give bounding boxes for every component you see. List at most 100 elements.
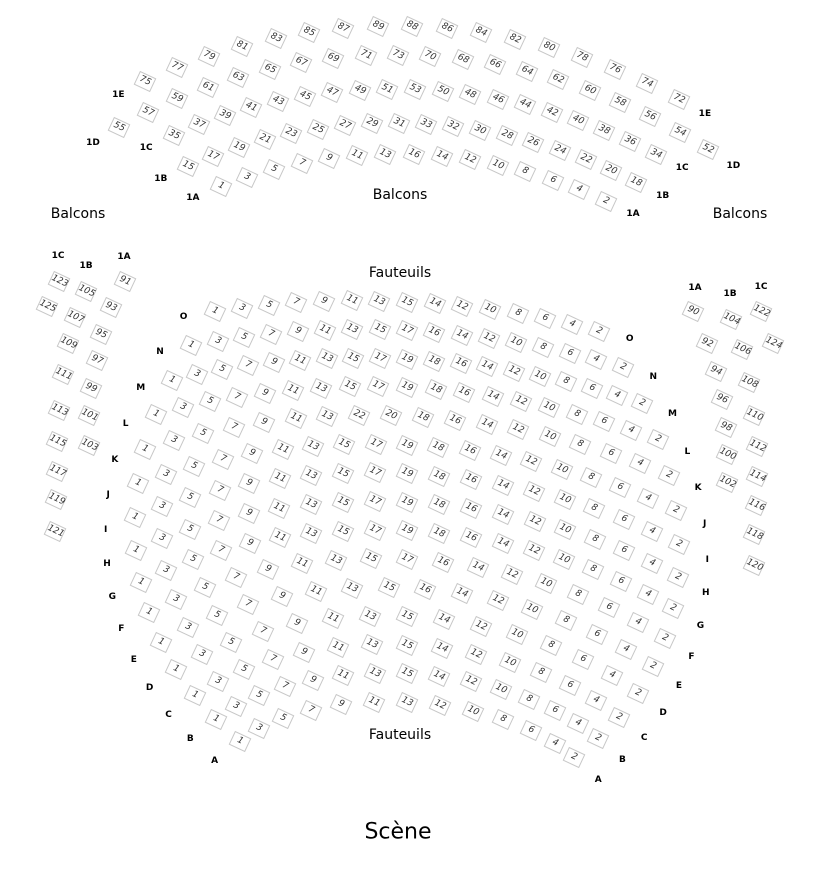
- fauteuils-seat-N-5[interactable]: 5: [232, 326, 256, 348]
- fauteuils-seat-I-13[interactable]: 13: [300, 464, 323, 487]
- fauteuils-seat-M-9[interactable]: 9: [262, 352, 286, 374]
- fauteuils-seat-A-11[interactable]: 11: [362, 691, 386, 713]
- fauteuils-seat-L-16[interactable]: 16: [453, 382, 476, 404]
- balcony-seat-1E-78[interactable]: 78: [570, 46, 594, 69]
- balcony-seat-1A-8[interactable]: 8: [513, 161, 537, 183]
- balcony-seat-1E-72[interactable]: 72: [667, 89, 690, 111]
- balcony-seat-1C-49[interactable]: 49: [348, 79, 372, 101]
- balcony-seat-1C-36[interactable]: 36: [618, 131, 642, 153]
- side-left-seat-113[interactable]: 113: [47, 399, 71, 422]
- side-right-seat-122[interactable]: 122: [749, 300, 773, 323]
- side-right-seat-112[interactable]: 112: [745, 435, 769, 458]
- fauteuils-seat-J-13[interactable]: 13: [301, 435, 325, 457]
- balcony-seat-1B-30[interactable]: 30: [468, 119, 492, 141]
- fauteuils-seat-O-12[interactable]: 12: [451, 295, 474, 318]
- fauteuils-seat-L-8[interactable]: 8: [565, 403, 589, 425]
- fauteuils-seat-N-11[interactable]: 11: [313, 319, 337, 341]
- fauteuils-seat-D-4[interactable]: 4: [600, 664, 624, 686]
- fauteuils-seat-H-2[interactable]: 2: [666, 566, 690, 588]
- balcony-seat-1C-46[interactable]: 46: [486, 88, 509, 110]
- fauteuils-seat-B-10[interactable]: 10: [489, 678, 513, 701]
- fauteuils-seat-C-1[interactable]: 1: [183, 685, 206, 707]
- side-right-seat-96[interactable]: 96: [710, 388, 734, 411]
- fauteuils-seat-E-11[interactable]: 11: [304, 580, 328, 602]
- fauteuils-seat-C-9[interactable]: 9: [293, 641, 316, 663]
- fauteuils-seat-C-5[interactable]: 5: [232, 658, 256, 681]
- balcony-seat-1C-34[interactable]: 34: [644, 143, 667, 165]
- fauteuils-seat-K-13[interactable]: 13: [315, 405, 339, 428]
- fauteuils-seat-J-17[interactable]: 17: [364, 433, 387, 455]
- side-left-seat-111[interactable]: 111: [51, 363, 75, 386]
- balcony-seat-1D-59[interactable]: 59: [166, 88, 189, 110]
- fauteuils-seat-G-9[interactable]: 9: [238, 532, 262, 555]
- side-left-seat-91[interactable]: 91: [113, 270, 137, 293]
- balcony-seat-1A-1[interactable]: 1: [209, 176, 233, 198]
- fauteuils-seat-M-4[interactable]: 4: [605, 384, 629, 407]
- side-right-seat-114[interactable]: 114: [745, 465, 769, 488]
- fauteuils-seat-B-2[interactable]: 2: [586, 728, 610, 750]
- side-right-seat-98[interactable]: 98: [714, 416, 738, 439]
- fauteuils-seat-N-8[interactable]: 8: [531, 337, 555, 359]
- fauteuils-seat-A-8[interactable]: 8: [491, 709, 515, 731]
- balcony-seat-1C-48[interactable]: 48: [458, 83, 482, 106]
- fauteuils-seat-N-3[interactable]: 3: [206, 330, 229, 352]
- fauteuils-seat-C-6[interactable]: 6: [558, 675, 582, 697]
- fauteuils-seat-A-7[interactable]: 7: [299, 699, 323, 721]
- fauteuils-seat-I-4[interactable]: 4: [640, 520, 664, 542]
- fauteuils-seat-F-5[interactable]: 5: [193, 576, 217, 599]
- balcony-seat-1D-55[interactable]: 55: [107, 116, 131, 139]
- balcony-seat-1E-86[interactable]: 86: [435, 18, 458, 40]
- fauteuils-seat-E-14[interactable]: 14: [450, 583, 474, 605]
- balcony-seat-1E-88[interactable]: 88: [400, 15, 424, 38]
- fauteuils-seat-G-17[interactable]: 17: [363, 519, 387, 541]
- balcony-seat-1A-4[interactable]: 4: [568, 179, 591, 201]
- fauteuils-seat-G-4[interactable]: 4: [636, 583, 660, 606]
- balcony-seat-1D-56[interactable]: 56: [638, 106, 662, 128]
- balcony-seat-1C-35[interactable]: 35: [162, 124, 185, 146]
- fauteuils-seat-B-6[interactable]: 6: [543, 700, 567, 722]
- fauteuils-seat-E-3[interactable]: 3: [176, 617, 199, 639]
- fauteuils-seat-N-9[interactable]: 9: [286, 321, 310, 343]
- fauteuils-seat-E-5[interactable]: 5: [205, 604, 229, 626]
- fauteuils-seat-A-9[interactable]: 9: [330, 694, 353, 716]
- fauteuils-seat-M-5[interactable]: 5: [210, 359, 234, 381]
- fauteuils-seat-K-16[interactable]: 16: [443, 409, 467, 431]
- balcony-seat-1C-50[interactable]: 50: [431, 80, 454, 103]
- balcony-seat-1D-54[interactable]: 54: [668, 121, 691, 143]
- fauteuils-seat-A-13[interactable]: 13: [395, 691, 419, 714]
- side-left-seat-117[interactable]: 117: [45, 460, 69, 483]
- balcony-seat-1E-89[interactable]: 89: [366, 15, 390, 38]
- fauteuils-seat-B-15[interactable]: 15: [395, 663, 419, 685]
- fauteuils-seat-F-11[interactable]: 11: [290, 553, 314, 575]
- fauteuils-seat-L-17[interactable]: 17: [366, 376, 390, 398]
- balcony-seat-1E-76[interactable]: 76: [603, 59, 627, 81]
- fauteuils-seat-G-15[interactable]: 15: [331, 520, 355, 542]
- fauteuils-seat-A-5[interactable]: 5: [272, 707, 295, 729]
- balcony-seat-1C-45[interactable]: 45: [293, 85, 317, 107]
- fauteuils-seat-F-9[interactable]: 9: [256, 559, 280, 581]
- fauteuils-seat-H-11[interactable]: 11: [268, 497, 291, 520]
- fauteuils-seat-E-15[interactable]: 15: [377, 576, 400, 599]
- balcony-seat-1A-3[interactable]: 3: [236, 166, 259, 188]
- fauteuils-seat-E-2[interactable]: 2: [641, 656, 665, 678]
- fauteuils-seat-G-2[interactable]: 2: [661, 598, 685, 620]
- side-left-seat-107[interactable]: 107: [63, 306, 87, 329]
- fauteuils-seat-G-14[interactable]: 14: [491, 532, 515, 554]
- fauteuils-seat-N-15[interactable]: 15: [368, 319, 391, 341]
- fauteuils-seat-L-3[interactable]: 3: [171, 397, 195, 419]
- fauteuils-seat-F-16[interactable]: 16: [431, 551, 454, 573]
- balcony-seat-1C-38[interactable]: 38: [593, 119, 616, 142]
- fauteuils-seat-B-13[interactable]: 13: [363, 662, 387, 685]
- fauteuils-seat-A-3[interactable]: 3: [248, 718, 271, 740]
- fauteuils-seat-D-7[interactable]: 7: [251, 620, 275, 643]
- fauteuils-seat-B-12[interactable]: 12: [459, 671, 482, 693]
- fauteuils-seat-D-15[interactable]: 15: [395, 606, 419, 628]
- balcony-seat-1B-21[interactable]: 21: [253, 129, 277, 151]
- fauteuils-seat-G-16[interactable]: 16: [459, 526, 483, 549]
- fauteuils-seat-N-2[interactable]: 2: [611, 356, 634, 378]
- fauteuils-seat-J-16[interactable]: 16: [458, 440, 481, 462]
- fauteuils-seat-K-1[interactable]: 1: [133, 438, 157, 460]
- fauteuils-seat-E-6[interactable]: 6: [585, 623, 609, 645]
- fauteuils-seat-M-12[interactable]: 12: [502, 360, 525, 382]
- fauteuils-seat-H-17[interactable]: 17: [363, 490, 386, 513]
